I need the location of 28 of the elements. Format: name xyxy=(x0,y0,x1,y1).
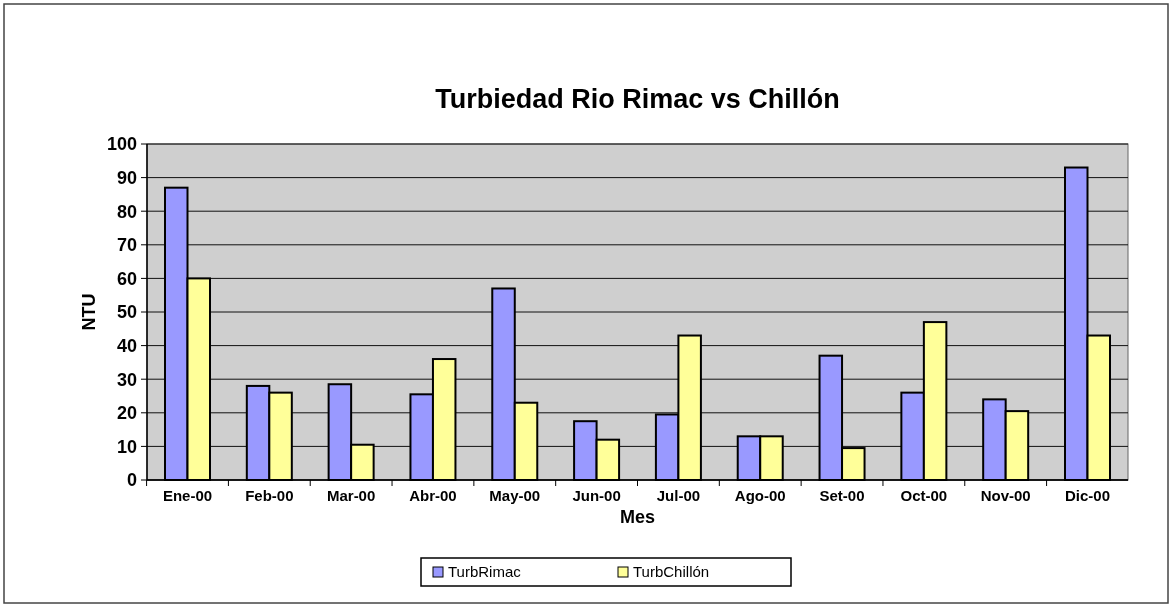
y-tick-label: 70 xyxy=(116,235,137,256)
y-tick-label: 10 xyxy=(116,436,137,457)
y-tick-label: 80 xyxy=(116,201,137,222)
y-tick-label: 0 xyxy=(126,470,137,491)
x-tick-label: Feb-00 xyxy=(245,487,294,504)
y-tick-label: 60 xyxy=(116,268,137,289)
x-tick-label: Jun-00 xyxy=(572,487,621,504)
y-tick-label: 100 xyxy=(106,134,137,155)
y-tick-label: 90 xyxy=(116,167,137,188)
y-tick-label: 40 xyxy=(116,335,137,356)
x-tick-label: Dic-00 xyxy=(1064,487,1111,504)
y-axis-title: NTU xyxy=(79,293,99,331)
x-tick-label: Ago-00 xyxy=(734,487,786,504)
chart-title: Turbiedad Rio Rimac vs Chillón xyxy=(435,84,840,114)
y-tick-label: 20 xyxy=(116,403,137,424)
x-axis-title: Mes xyxy=(619,507,656,527)
y-tick-label: 30 xyxy=(116,369,137,390)
x-tick-label: Nov-00 xyxy=(980,487,1031,504)
x-tick-label: Ene-00 xyxy=(162,487,213,504)
x-tick-label: Mar-00 xyxy=(326,487,376,504)
legend-label: TurbRimac xyxy=(448,563,522,581)
x-tick-label: May-00 xyxy=(489,487,541,504)
x-tick-label: Oct-00 xyxy=(900,487,948,504)
x-tick-label: Jul-00 xyxy=(656,487,701,504)
x-tick-label: Set-00 xyxy=(819,487,865,504)
x-tick-label: Abr-00 xyxy=(409,487,457,504)
y-tick-label: 50 xyxy=(116,302,137,323)
legend-label: TurbChillón xyxy=(633,563,710,581)
